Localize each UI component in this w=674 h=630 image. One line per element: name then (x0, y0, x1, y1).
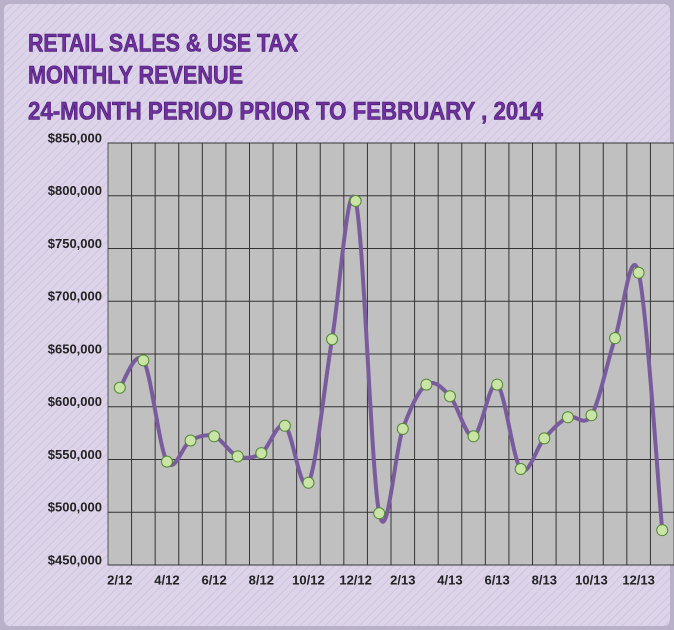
marker (349, 195, 362, 208)
x-tick-label: 4/12 (154, 572, 179, 587)
marker (420, 378, 433, 391)
y-tick-label: $750,000 (48, 236, 102, 251)
y-tick-label: $850,000 (48, 130, 102, 145)
x-tick-label: 12/13 (622, 572, 655, 587)
marker (208, 430, 221, 443)
chart-title: MONTHLY REVENUE (28, 62, 243, 90)
marker (467, 430, 480, 443)
marker (514, 462, 527, 475)
marker (302, 476, 315, 489)
marker (113, 381, 126, 394)
y-tick-label: $800,000 (48, 183, 102, 198)
x-tick-label: 2/13 (390, 572, 415, 587)
marker (561, 411, 574, 424)
y-tick-label: $500,000 (48, 500, 102, 515)
marker (443, 390, 456, 403)
x-tick-label: 2/12 (107, 572, 132, 587)
x-tick-label: 6/13 (484, 572, 509, 587)
marker (231, 450, 244, 463)
y-tick-label: $450,000 (48, 552, 102, 567)
marker (255, 447, 268, 460)
marker (184, 434, 197, 447)
marker (632, 266, 645, 279)
x-tick-label: 12/12 (339, 572, 372, 587)
y-tick-label: $700,000 (48, 289, 102, 304)
x-tick-label: 8/13 (532, 572, 557, 587)
x-tick-label: 10/13 (575, 572, 608, 587)
marker (609, 332, 622, 345)
y-tick-label: $600,000 (48, 394, 102, 409)
chart-title: 24-MONTH PERIOD PRIOR TO FEBRUARY , 2014 (28, 98, 543, 126)
marker (160, 455, 173, 468)
marker (491, 378, 504, 391)
marker (396, 422, 409, 435)
marker (373, 507, 386, 520)
marker (137, 354, 150, 367)
y-tick-label: $550,000 (48, 447, 102, 462)
marker (585, 409, 598, 422)
marker (656, 524, 669, 537)
marker (278, 419, 291, 432)
marker (326, 333, 339, 346)
x-tick-label: 10/12 (292, 572, 325, 587)
x-tick-label: 4/13 (437, 572, 462, 587)
x-tick-label: 8/12 (249, 572, 274, 587)
x-tick-label: 6/12 (201, 572, 226, 587)
marker (538, 432, 551, 445)
chart-title: RETAIL SALES & USE TAX (28, 30, 298, 58)
y-tick-label: $650,000 (48, 341, 102, 356)
